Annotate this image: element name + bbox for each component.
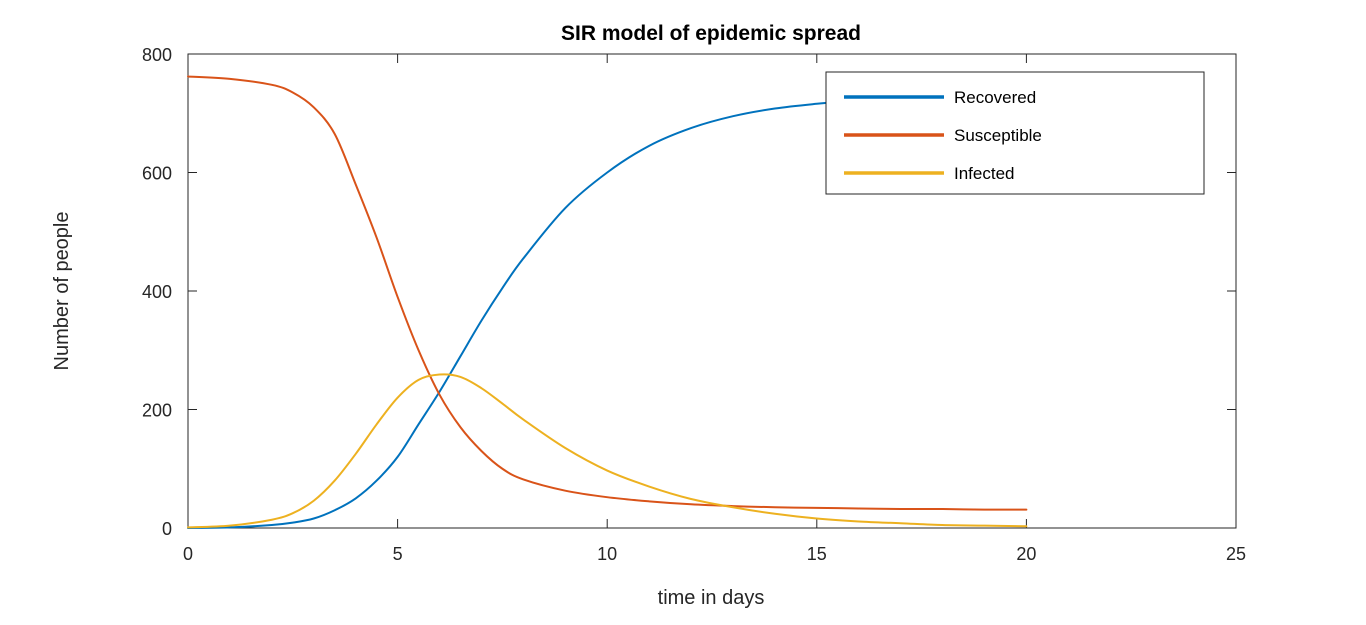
x-tick-label: 0 (183, 544, 193, 564)
y-axis-label: Number of people (51, 212, 73, 371)
series-line-susceptible (187, 75, 1028, 511)
chart-title: SIR model of epidemic spread (561, 22, 861, 45)
legend-label-infected: Infected (954, 164, 1015, 183)
legend: Recovered Susceptible Infected (825, 71, 1205, 195)
x-tick-label: 10 (597, 544, 617, 564)
x-tick-label: 20 (1016, 544, 1036, 564)
legend-label-susceptible: Susceptible (954, 126, 1042, 145)
x-tick-label: 25 (1226, 544, 1246, 564)
x-tick-label: 15 (807, 544, 827, 564)
series-line-infected (187, 373, 1028, 529)
y-tick-label: 800 (142, 45, 172, 65)
y-tick-label: 600 (142, 164, 172, 184)
axis-ticks: 0 5 10 15 20 25 0 200 400 600 800 (142, 45, 1246, 564)
x-tick-label: 5 (393, 544, 403, 564)
legend-label-recovered: Recovered (954, 88, 1036, 107)
x-axis-label: time in days (658, 587, 765, 609)
y-tick-label: 200 (142, 401, 172, 421)
y-tick-label: 0 (162, 519, 172, 539)
y-tick-label: 400 (142, 282, 172, 302)
